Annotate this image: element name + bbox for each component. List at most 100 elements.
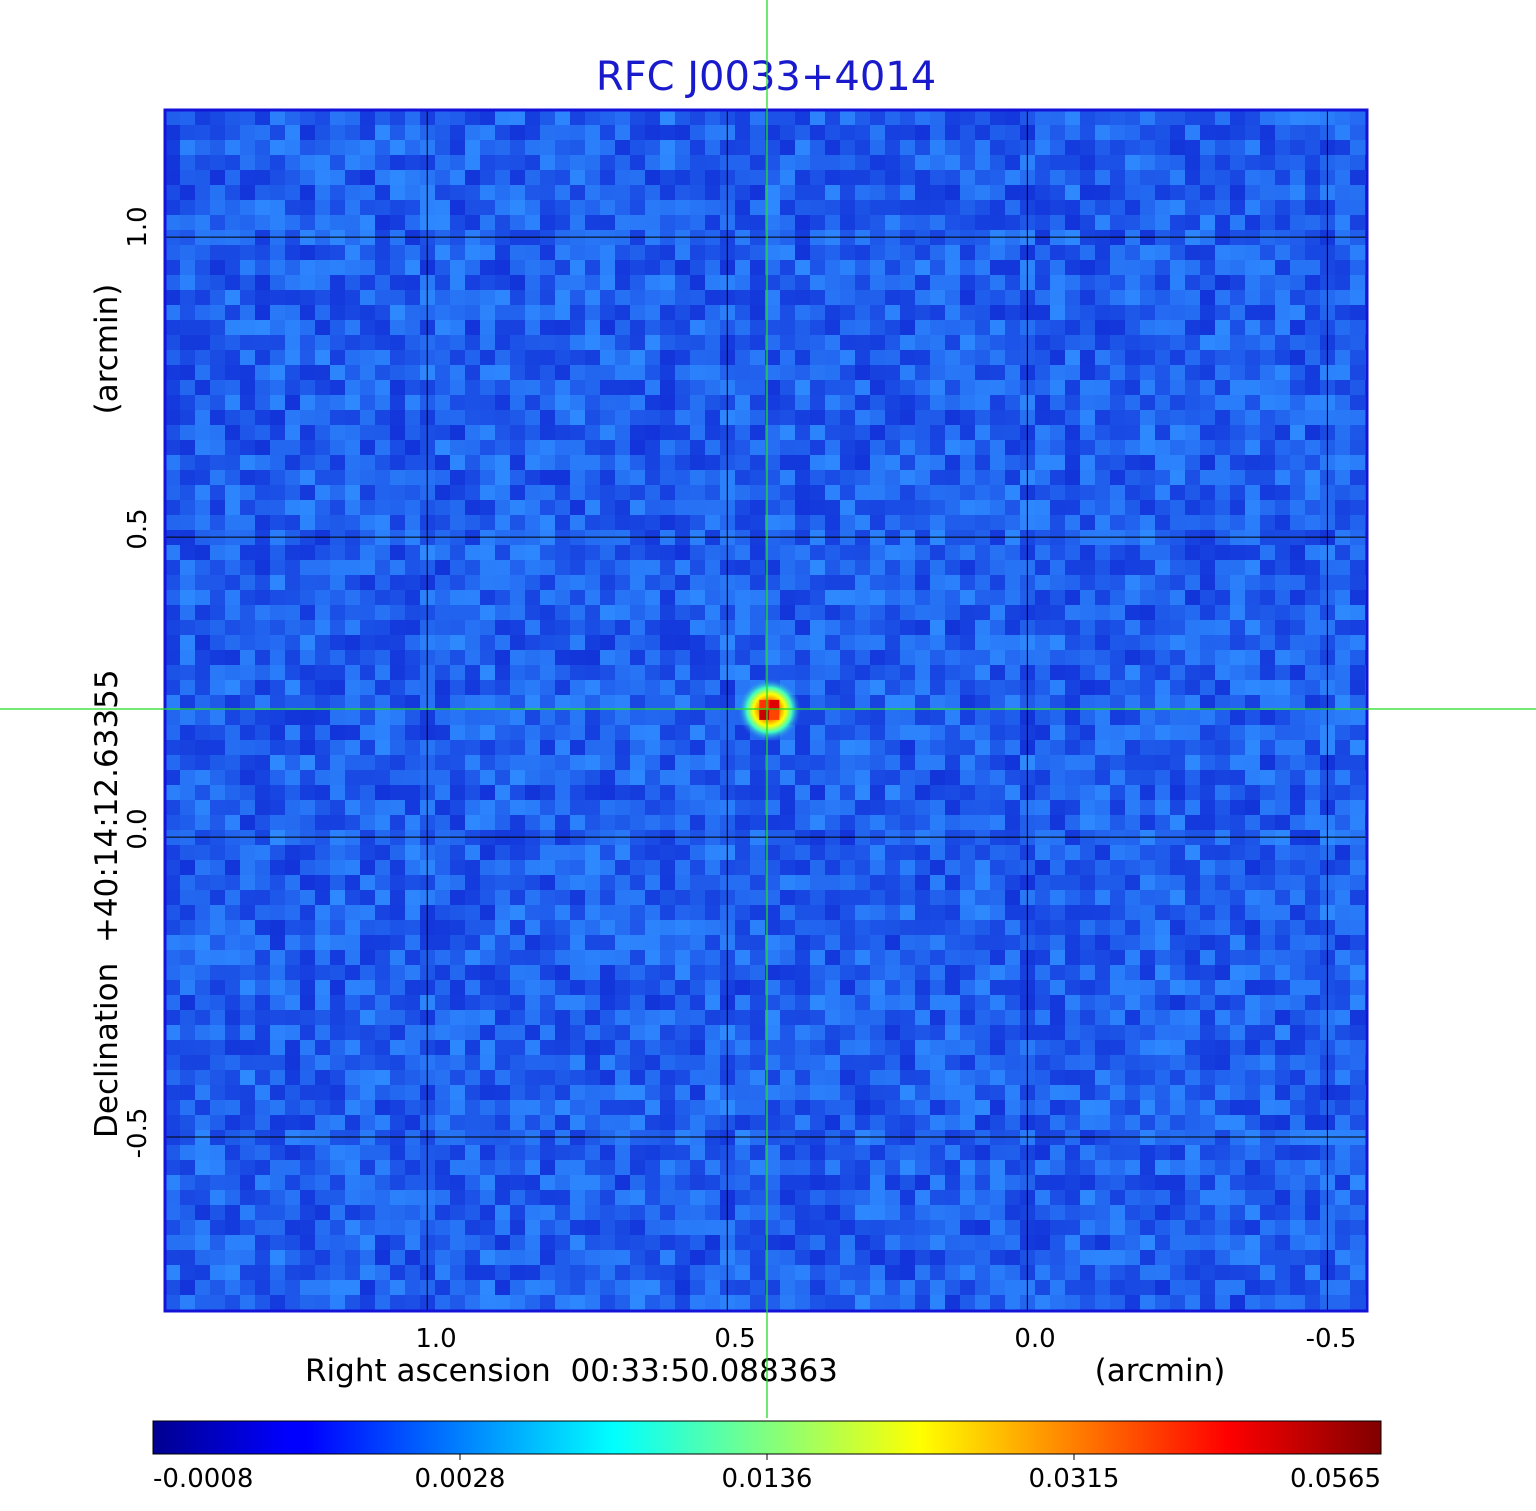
map-pixel [1170, 605, 1185, 620]
map-pixel [345, 995, 360, 1010]
map-pixel [1035, 245, 1050, 260]
map-pixel [1185, 875, 1200, 890]
map-pixel [1230, 470, 1245, 485]
map-pixel [540, 380, 555, 395]
map-pixel [240, 470, 255, 485]
map-pixel [780, 455, 795, 470]
map-pixel [1050, 695, 1065, 710]
map-pixel [1065, 770, 1080, 785]
map-pixel [390, 890, 405, 905]
map-pixel [1185, 815, 1200, 830]
map-pixel [1350, 785, 1365, 800]
map-pixel [915, 995, 930, 1010]
map-pixel [210, 185, 225, 200]
map-pixel [315, 905, 330, 920]
map-pixel [1230, 215, 1245, 230]
map-pixel [1170, 365, 1185, 380]
map-pixel [915, 860, 930, 875]
map-pixel [375, 950, 390, 965]
map-pixel [1275, 935, 1290, 950]
map-pixel [195, 920, 210, 935]
map-pixel [1035, 590, 1050, 605]
map-pixel [210, 800, 225, 815]
map-pixel [1185, 560, 1200, 575]
map-pixel [690, 620, 705, 635]
map-pixel [450, 185, 465, 200]
map-pixel [165, 785, 180, 800]
map-pixel [945, 755, 960, 770]
map-pixel [180, 200, 195, 215]
map-pixel [1140, 305, 1155, 320]
map-pixel [390, 245, 405, 260]
map-pixel [1095, 905, 1110, 920]
map-pixel [390, 110, 405, 125]
map-pixel [570, 740, 585, 755]
map-pixel [855, 305, 870, 320]
map-pixel [510, 560, 525, 575]
map-pixel [270, 425, 285, 440]
map-pixel [1275, 650, 1290, 665]
map-pixel [1065, 725, 1080, 740]
map-pixel [765, 785, 780, 800]
map-pixel [555, 440, 570, 455]
map-pixel [270, 575, 285, 590]
map-pixel [990, 395, 1005, 410]
map-pixel [480, 590, 495, 605]
map-pixel [315, 170, 330, 185]
map-pixel [735, 965, 750, 980]
map-pixel [270, 875, 285, 890]
map-pixel [270, 890, 285, 905]
map-pixel [765, 485, 780, 500]
map-pixel [915, 665, 930, 680]
map-pixel [1065, 440, 1080, 455]
map-pixel [345, 905, 360, 920]
map-pixel [555, 875, 570, 890]
map-pixel [315, 500, 330, 515]
map-pixel [435, 665, 450, 680]
map-pixel [1350, 320, 1365, 335]
map-pixel [945, 560, 960, 575]
map-pixel [315, 965, 330, 980]
map-pixel [900, 1025, 915, 1040]
map-pixel [165, 470, 180, 485]
map-pixel [810, 380, 825, 395]
map-pixel [540, 155, 555, 170]
map-pixel [165, 305, 180, 320]
map-pixel [705, 155, 720, 170]
map-pixel [825, 440, 840, 455]
map-pixel [510, 1010, 525, 1025]
map-pixel [180, 845, 195, 860]
map-pixel [1155, 935, 1170, 950]
map-pixel [870, 455, 885, 470]
map-pixel [1335, 695, 1350, 710]
map-pixel [510, 365, 525, 380]
map-pixel [675, 380, 690, 395]
map-pixel [525, 920, 540, 935]
map-pixel [690, 635, 705, 650]
map-pixel [255, 425, 270, 440]
map-pixel [810, 155, 825, 170]
map-pixel [390, 785, 405, 800]
map-pixel [870, 440, 885, 455]
map-pixel [390, 920, 405, 935]
map-pixel [1185, 695, 1200, 710]
map-pixel [945, 635, 960, 650]
map-pixel [390, 800, 405, 815]
map-pixel [1125, 845, 1140, 860]
map-pixel [615, 905, 630, 920]
map-pixel [960, 380, 975, 395]
map-pixel [960, 710, 975, 725]
map-pixel [315, 635, 330, 650]
map-pixel [915, 185, 930, 200]
map-pixel [345, 785, 360, 800]
map-pixel [165, 215, 180, 230]
map-pixel [285, 440, 300, 455]
map-pixel [285, 560, 300, 575]
map-pixel [240, 1010, 255, 1025]
map-pixel [1005, 590, 1020, 605]
map-pixel [825, 980, 840, 995]
map-pixel [555, 140, 570, 155]
map-pixel [345, 515, 360, 530]
map-pixel [990, 695, 1005, 710]
map-pixel [825, 260, 840, 275]
